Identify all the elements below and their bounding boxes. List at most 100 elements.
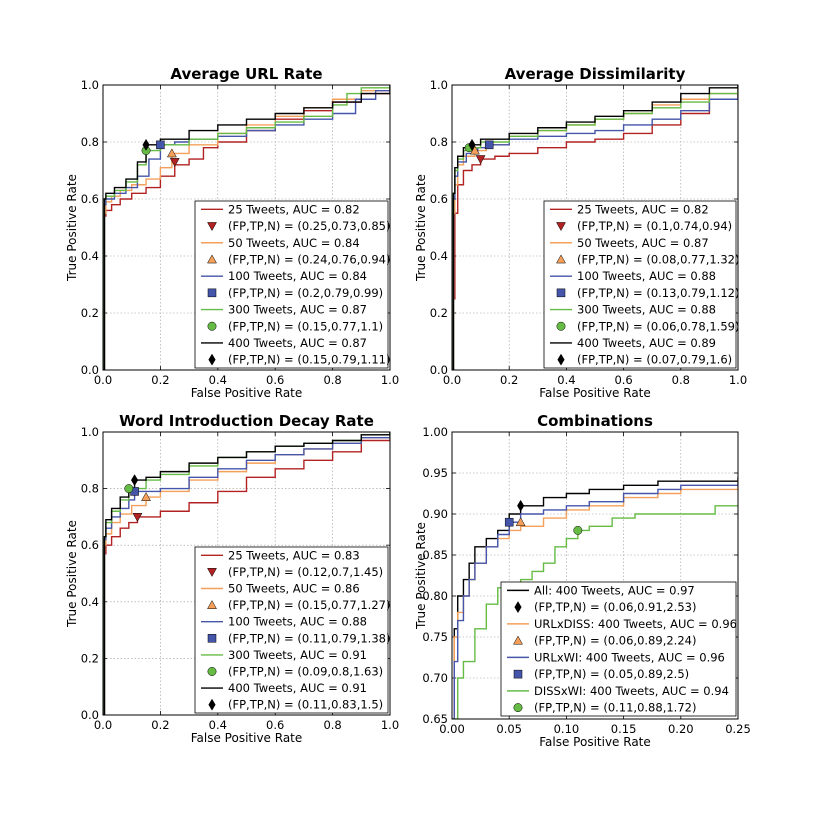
legend-marker-swatch [207,222,217,232]
x-tick-label: 1.0 [381,373,399,387]
legend-point-label: (FP,TP,N) = (0.05,0.89,2.5) [534,667,689,681]
chart-panel-3: 0.0 0.2 0.4 0.6 0.8 1.0 0.0 0.2 0.4 0.6 0.8 1.0 Word… [65,412,399,745]
legend-point-label: (FP,TP,N) = (0.06,0.78,1.59) [577,319,739,333]
y-tick-label: 0.4 [81,595,99,609]
y-tick-label: 0.65 [422,712,448,726]
legend-series-label: All: 400 Tweets, AUC = 0.97 [534,583,695,597]
series-group [452,85,738,370]
legend-box [194,200,389,369]
series-line-1 [103,85,390,370]
series-group [103,85,390,370]
operating-point-marker-1 [517,499,525,512]
x-tick-label: 0.0 [443,373,461,387]
legend-marker-swatch [513,703,523,713]
chart-title: Word Introduction Decay Rate [119,412,374,430]
legend-point-label: (FP,TP,N) = (0.2,0.79,0.99) [228,286,383,300]
operating-point-marker-1 [132,513,143,522]
y-tick-label: 1.0 [81,425,99,439]
legend-point-label: (FP,TP,N) = (0.15,0.79,1.11) [228,353,390,367]
legend-marker-swatch [557,353,565,366]
y-tick-label: 0.8 [430,135,448,149]
y-tick-label: 0.6 [81,538,99,552]
chart-title: Average Dissimilarity [505,65,686,83]
plot-frame [451,431,739,720]
series-line-4 [452,85,738,370]
legend-marker-swatch [207,600,217,609]
legend-series-label: 25 Tweets, AUC = 0.82 [228,202,360,216]
x-tick-label: 0.0 [94,373,112,387]
legend-point-label: (FP,TP,N) = (0.07,0.79,1.6) [577,353,732,367]
legend-marker-swatch [207,288,217,298]
legend-box [194,546,389,714]
series-line-5 [103,432,390,715]
y-tick-label: 0.80 [422,589,448,603]
operating-point-marker-1 [169,158,180,167]
series-line-5 [103,85,390,370]
operating-point-marker-1 [475,155,486,165]
y-tick-label: 0.2 [430,306,448,320]
x-tick-label: 0.8 [323,718,341,732]
x-axis-label: False Positive Rate [539,735,651,749]
legend: All: 400 Tweets, AUC = 0.97 (FP,TP,N) = (… [500,581,737,717]
legend-point-label: (FP,TP,N) = (0.11,0.88,1.72) [534,701,696,715]
legend-series-label: 400 Tweets, AUC = 0.89 [577,336,716,350]
operating-point-marker-2 [166,148,177,158]
operating-point-marker-5 [468,138,476,151]
legend-point-label: (FP,TP,N) = (0.11,0.79,1.38) [228,631,390,645]
legend-series-label: DISSxWI: 400 Tweets, AUC = 0.94 [534,684,729,698]
legend-marker-swatch [207,667,217,676]
legend-marker-swatch [207,568,217,577]
x-tick-label: 0.8 [323,373,341,387]
plot-frame [451,84,739,371]
legend-series-label: 50 Tweets, AUC = 0.84 [228,236,360,250]
x-tick-label: 0.00 [439,722,465,736]
legend-marker-swatch [207,254,217,264]
operating-point-marker-5 [130,474,139,487]
legend-series-label: URLxWI: 400 Tweets, AUC = 0.96 [534,650,725,664]
legend: 25 Tweets, AUC = 0.82 (FP,TP,N) = (0.25,0… [194,200,390,369]
y-axis-label: True Positive Rate [65,520,79,628]
y-tick-label: 0.8 [81,482,99,496]
legend-point-label: (FP,TP,N) = (0.06,0.91,2.53) [534,600,696,614]
chart-panel-2: 0.0 0.2 0.4 0.6 0.8 1.0 0.0 0.2 0.4 0.6 0.8 1.0 Aver… [414,65,747,400]
operating-point-marker-2 [141,492,151,501]
legend-point-label: (FP,TP,N) = (0.08,0.77,1.32) [577,252,739,266]
y-axis-label: True Positive Rate [414,522,428,630]
x-tick-label: 0.4 [557,373,575,387]
x-tick-label: 0.25 [725,722,751,736]
y-tick-label: 0.2 [81,651,99,665]
plot-frame [102,431,391,716]
operating-point-marker-4 [573,525,583,535]
legend-point-label: (FP,TP,N) = (0.13,0.79,1.12) [577,286,739,300]
legend-series-label: 400 Tweets, AUC = 0.91 [228,681,367,695]
y-tick-label: 0.8 [81,135,99,149]
legend-marker-swatch [556,254,566,264]
x-tick-label: 0.4 [209,373,227,387]
y-tick-label: 0.95 [422,466,448,480]
y-tick-label: 1.0 [430,78,448,92]
plot-frame [102,84,391,371]
x-tick-label: 0.20 [668,722,694,736]
legend-series-label: 25 Tweets, AUC = 0.82 [577,202,709,216]
operating-point-marker-3 [504,517,514,527]
legend: 25 Tweets, AUC = 0.82 (FP,TP,N) = (0.1,0.… [543,200,739,369]
legend-point-label: (FP,TP,N) = (0.1,0.74,0.94) [577,219,732,233]
legend-point-label: (FP,TP,N) = (0.06,0.89,2.24) [534,634,696,648]
y-tick-label: 0.0 [81,708,99,722]
legend-point-label: (FP,TP,N) = (0.12,0.7,1.45) [228,565,383,579]
legend-point-label: (FP,TP,N) = (0.15,0.77,1.1) [228,319,383,333]
operating-point-marker-3 [484,140,494,150]
operating-point-marker-3 [156,140,165,150]
series-line-1 [103,432,390,715]
legend-point-label: (FP,TP,N) = (0.11,0.83,1.5) [228,698,383,712]
y-tick-label: 1.00 [422,425,448,439]
legend-marker-swatch [556,288,566,298]
x-tick-label: 0.6 [266,718,284,732]
y-axis-label: True Positive Rate [65,174,79,282]
chart-panel-4: 0.00 0.05 0.10 0.15 0.20 0.25 0.65 0.70 0.75 0.80… [414,412,751,749]
y-tick-label: 0.90 [422,507,448,521]
legend-point-label: (FP,TP,N) = (0.25,0.73,0.85) [228,219,390,233]
legend-series-label: 300 Tweets, AUC = 0.91 [228,648,367,662]
y-tick-label: 0.75 [422,630,448,644]
